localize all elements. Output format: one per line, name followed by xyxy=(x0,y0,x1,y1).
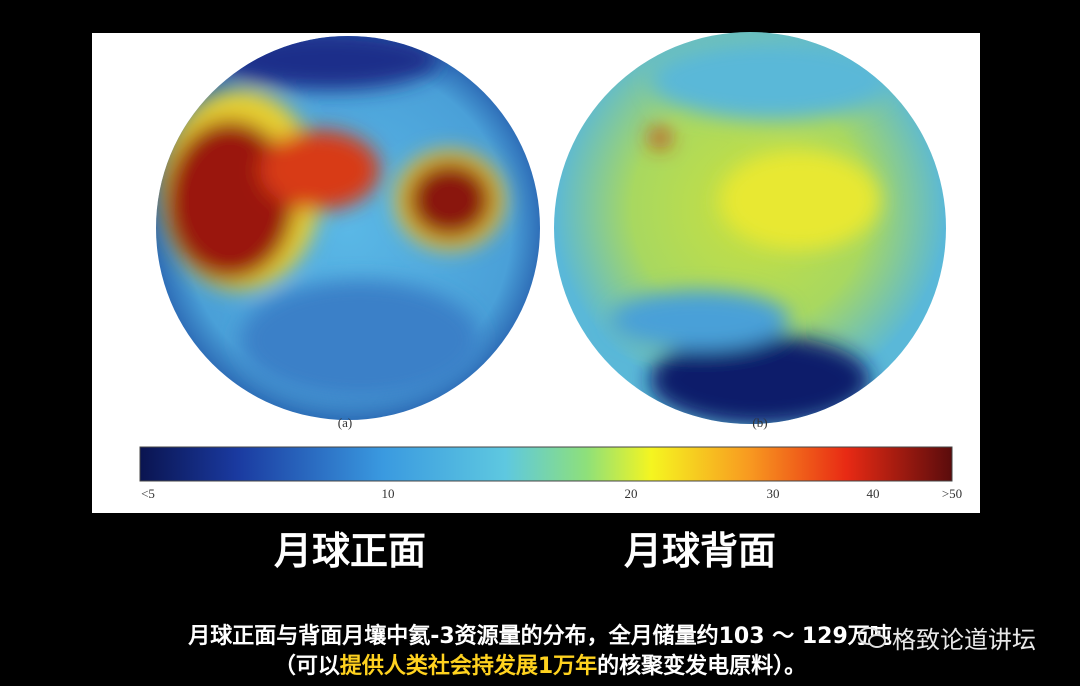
caption-highlight: 提供人类社会持发展1万年 xyxy=(339,654,598,679)
colorbar-label: 10 xyxy=(382,486,395,501)
caption-line: （可以提供人类社会持发展1万年的核聚变发电原料）。 xyxy=(0,648,1080,680)
colorbar-label: 20 xyxy=(625,486,638,501)
wechat-icon xyxy=(858,626,886,648)
heading: 月球正面 xyxy=(273,529,426,573)
colorbar-labels: <5 10 20 30 40 >50 xyxy=(141,486,962,501)
heading: 月球背面 xyxy=(623,529,776,573)
colorbar-label: <5 xyxy=(141,486,155,501)
colorbar-label: 40 xyxy=(867,486,880,501)
caption-line: 月球正面与背面月壤中氦-3资源量的分布，全月储量约103 ～ 129万吨 xyxy=(188,624,892,649)
watermark-text: 格致论道讲坛 xyxy=(892,626,1036,654)
caption-text: 的核聚变发电原料）。 xyxy=(597,654,807,679)
panel-label: (a) xyxy=(338,415,352,430)
watermark: 格致论道讲坛 xyxy=(858,620,1036,655)
colorbar xyxy=(139,446,953,482)
caption-text: （可以 xyxy=(273,654,340,679)
moon-far-map xyxy=(610,40,890,424)
colorbar-label: >50 xyxy=(942,486,962,501)
colorbar-label: 30 xyxy=(767,486,780,501)
panel-label: (b) xyxy=(752,415,767,430)
